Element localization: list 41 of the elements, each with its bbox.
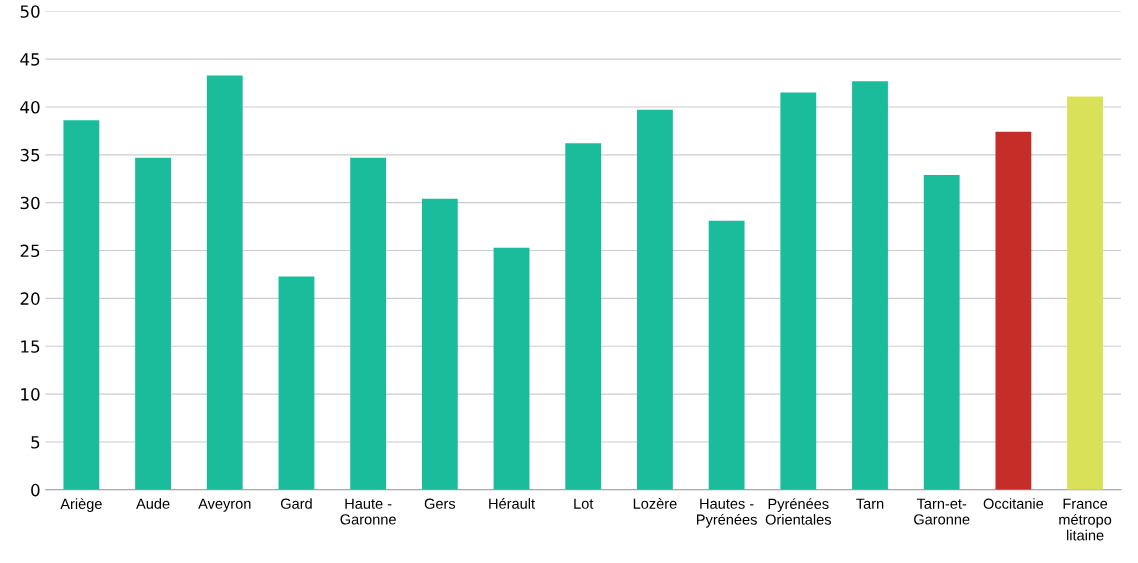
x-tick-label: Gers [424, 498, 456, 509]
x-tick-label: Ariège [60, 498, 102, 512]
y-tick-label: 20 [20, 292, 40, 305]
y-tick-label: 5 [31, 436, 40, 449]
bar [135, 157, 171, 490]
y-tick-label: 25 [20, 244, 40, 258]
bar [63, 120, 100, 490]
x-tick-label: France métropo litaine [1059, 498, 1112, 541]
bar [708, 220, 745, 490]
bar [421, 198, 458, 490]
bar [780, 92, 817, 490]
bar [923, 174, 960, 490]
y-tick-label: 10 [21, 388, 40, 401]
x-tick-label: Haute - Garonne [340, 498, 396, 525]
bar [995, 131, 1032, 490]
y-tick-label: 15 [21, 340, 40, 353]
x-tick-label: Hérault [489, 497, 535, 509]
y-tick-label: 40 [20, 100, 40, 114]
x-tick-label: Hautes - Pyrénées [697, 498, 757, 528]
x-tick-label: Pyrénées Orientales [765, 498, 832, 525]
bar [350, 157, 387, 490]
y-tick-label: 50 [20, 5, 40, 18]
y-tick-label: 0 [31, 483, 40, 497]
x-tick-label: Gard [280, 498, 312, 509]
bar [206, 75, 243, 490]
bar [565, 143, 602, 490]
y-tick-label: 35 [20, 148, 40, 162]
bar [637, 109, 673, 490]
bar [1067, 96, 1104, 490]
x-tick-label: Tarn-et- Garonne [914, 498, 970, 525]
x-tick-label: Lot [574, 498, 594, 509]
y-tick-label: 45 [20, 53, 40, 66]
bar [278, 276, 315, 490]
x-tick-label: Aveyron [198, 498, 251, 512]
x-tick-label: Tarn [856, 498, 884, 509]
bar [493, 247, 530, 490]
bar [852, 81, 888, 490]
x-tick-label: Occitanie [983, 498, 1044, 509]
x-tick-label: Aude [136, 498, 170, 509]
x-tick-label: Lozère [633, 497, 677, 509]
y-tick-label: 30 [20, 196, 40, 210]
